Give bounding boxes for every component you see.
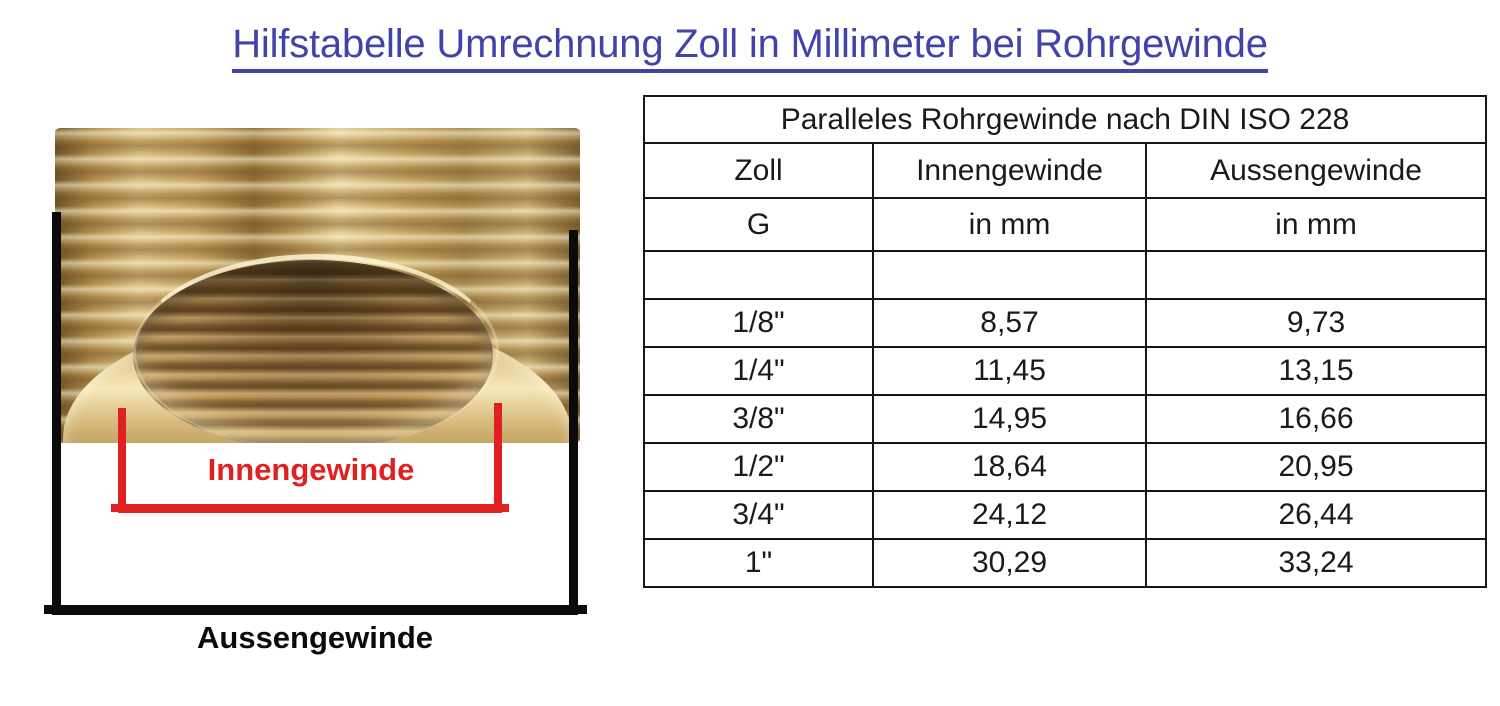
table-row: 1" 30,29 33,24 — [643, 538, 1488, 588]
table-spacer-row — [643, 250, 1488, 300]
table-row: 3/4" 24,12 26,44 — [643, 490, 1488, 540]
spacer-cell-innen — [872, 250, 1147, 300]
table-caption: Paralleles Rohrgewinde nach DIN ISO 228 — [642, 95, 1488, 144]
outer-measure-bottom-line — [52, 605, 578, 615]
table-row: 1/4" 11,45 13,15 — [643, 346, 1488, 396]
inner-measure-right-line — [494, 403, 502, 511]
spacer-cell-zoll — [643, 250, 874, 300]
unit-aussen: in mm — [1144, 197, 1488, 252]
table-caption-row: Paralleles Rohrgewinde nach DIN ISO 228 — [642, 95, 1488, 144]
brass-bore-highlight-ring — [133, 254, 499, 443]
unit-innen: in mm — [872, 197, 1147, 252]
cell-zoll: 1/4" — [643, 346, 874, 396]
table-header-row: Zoll Innengewinde Aussengewinde — [643, 142, 1488, 199]
table-row: 3/8" 14,95 16,66 — [643, 394, 1488, 444]
cell-innen: 30,29 — [872, 538, 1147, 588]
table-row: 1/8" 8,57 9,73 — [643, 298, 1488, 348]
header-zoll: Zoll — [643, 142, 874, 199]
cell-aussen: 9,73 — [1144, 298, 1488, 348]
cell-aussen: 13,15 — [1144, 346, 1488, 396]
brass-pipe-fitting-photo — [55, 128, 580, 443]
inner-measure-bottom-line — [118, 504, 502, 513]
outer-measure-right-tick — [565, 605, 587, 614]
cell-zoll: 1" — [643, 538, 874, 588]
cell-zoll: 1/8" — [643, 298, 874, 348]
outer-measure-left-tick — [44, 605, 66, 614]
inner-measure-left-line — [118, 408, 126, 511]
page-title: Hilfstabelle Umrechnung Zoll in Millimet… — [0, 22, 1500, 73]
fitting-illustration: Innengewinde Aussengewinde — [0, 100, 630, 700]
table-unit-row: G in mm in mm — [643, 197, 1488, 252]
conversion-table-wrapper: Paralleles Rohrgewinde nach DIN ISO 228 … — [642, 95, 1488, 588]
outer-measure-right-line — [569, 230, 578, 612]
cell-innen: 18,64 — [872, 442, 1147, 492]
cell-zoll: 1/2" — [643, 442, 874, 492]
cell-innen: 8,57 — [872, 298, 1147, 348]
cell-aussen: 33,24 — [1144, 538, 1488, 588]
cell-aussen: 20,95 — [1144, 442, 1488, 492]
cell-aussen: 26,44 — [1144, 490, 1488, 540]
cell-innen: 24,12 — [872, 490, 1147, 540]
cell-aussen: 16,66 — [1144, 394, 1488, 444]
cell-zoll: 3/4" — [643, 490, 874, 540]
spacer-cell-aussen — [1144, 250, 1488, 300]
cell-zoll: 3/8" — [643, 394, 874, 444]
cell-innen: 11,45 — [872, 346, 1147, 396]
table-row: 1/2" 18,64 20,95 — [643, 442, 1488, 492]
conversion-table: Paralleles Rohrgewinde nach DIN ISO 228 … — [642, 95, 1488, 588]
header-aussen: Aussengewinde — [1144, 142, 1488, 199]
outer-measure-left-line — [52, 212, 61, 612]
outer-thread-label: Aussengewinde — [197, 620, 433, 655]
cell-innen: 14,95 — [872, 394, 1147, 444]
page-title-text: Hilfstabelle Umrechnung Zoll in Millimet… — [232, 22, 1268, 73]
inner-thread-label: Innengewinde — [207, 452, 415, 487]
header-innen: Innengewinde — [872, 142, 1147, 199]
inner-measure-right-tick — [489, 504, 509, 512]
unit-zoll: G — [643, 197, 874, 252]
inner-measure-left-tick — [111, 504, 131, 512]
